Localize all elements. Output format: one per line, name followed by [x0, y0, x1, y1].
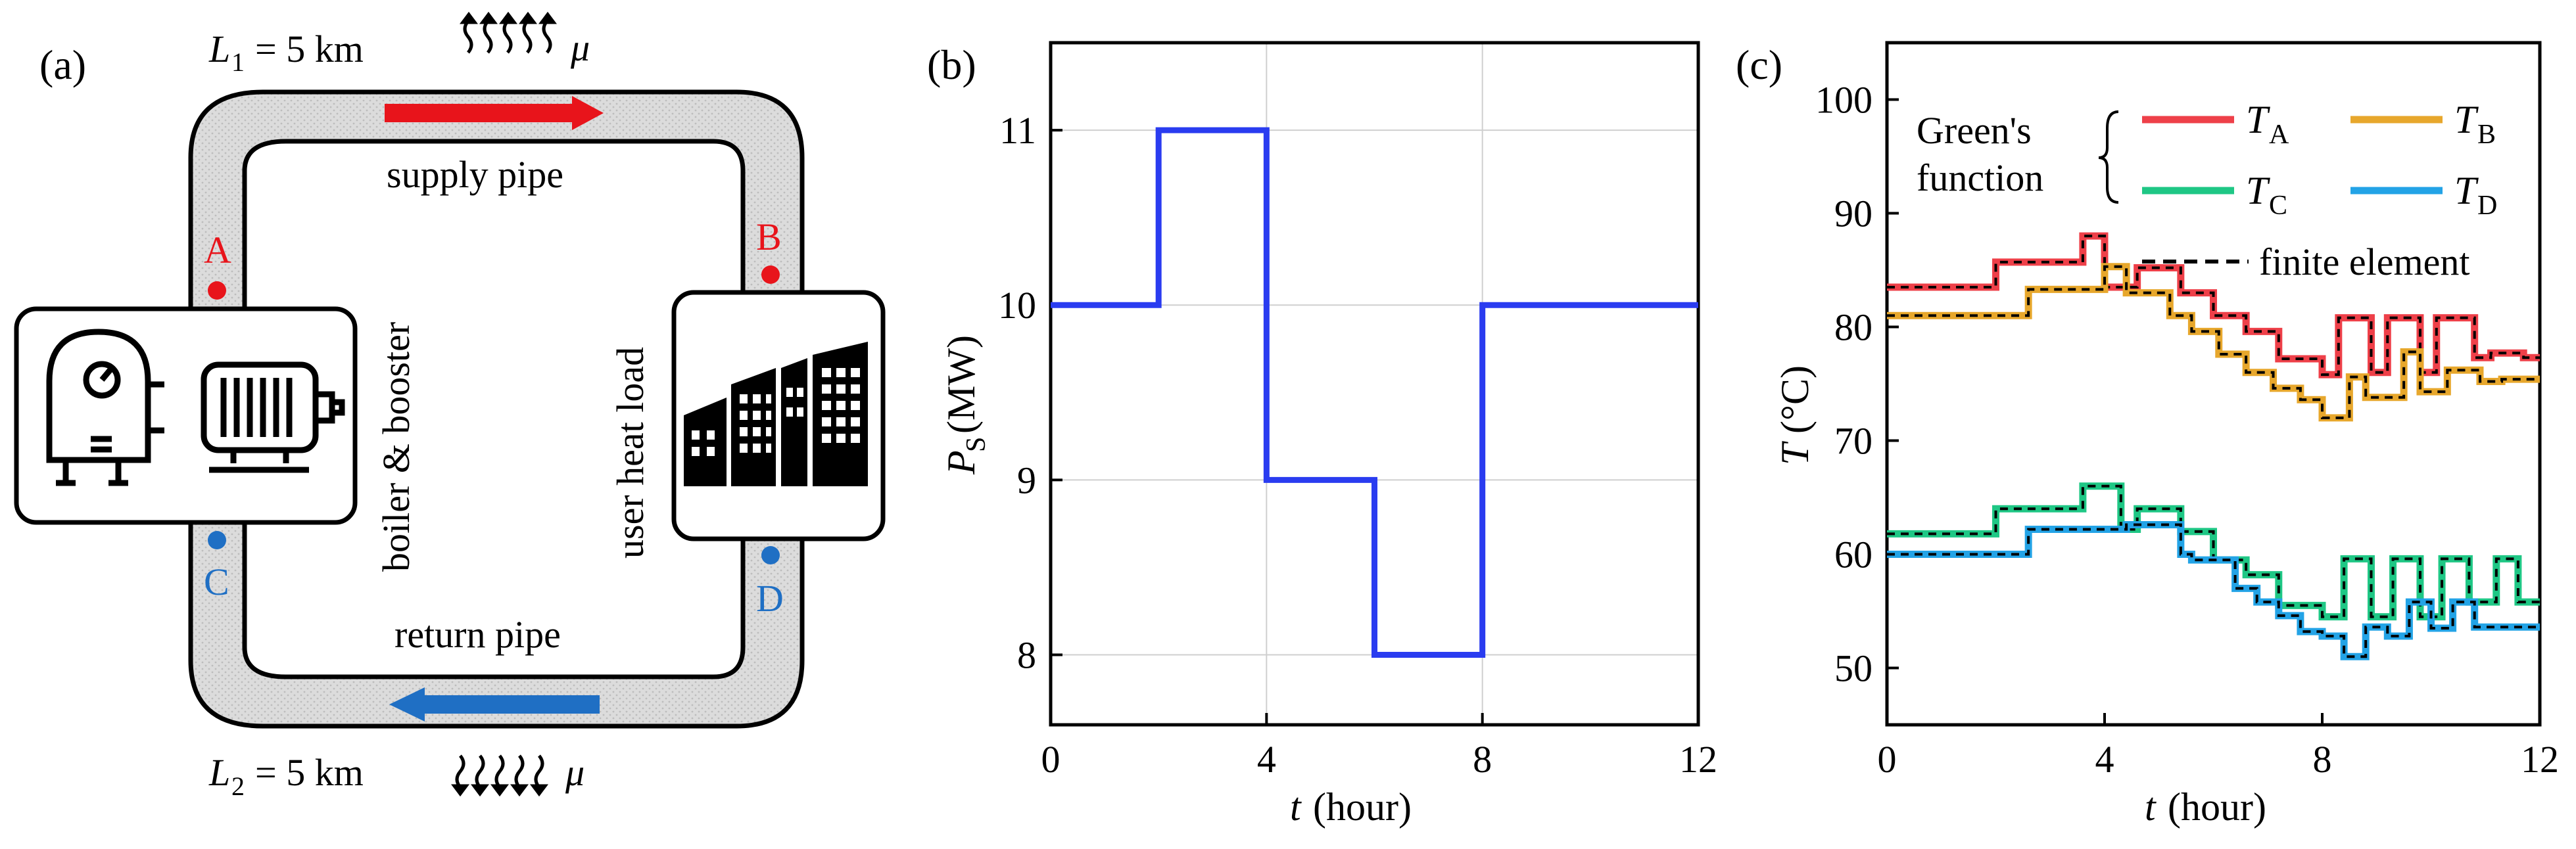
panel-c-xlabel-unit: (hour)	[2168, 785, 2266, 829]
panel-b-ticks: 0 4 8 12 8 9 10 11	[998, 109, 1717, 781]
panel-b-ylabel-main: P	[940, 450, 983, 475]
legend-group-line2: function	[1917, 156, 2043, 199]
panel-c-fe-T_B	[1887, 265, 2540, 419]
point-d-dot	[761, 546, 780, 564]
panel-b-frame	[1049, 41, 1700, 727]
panel-c-ytick-label: 60	[1834, 534, 1872, 576]
return-arrow	[389, 687, 600, 722]
panel-b-ytick-label: 8	[1017, 634, 1036, 677]
panel-a: (a) L 1 = 5 km μ	[14, 11, 886, 801]
panel-c-ytick-label: 80	[1834, 306, 1872, 349]
panel-c-xtick-label: 12	[2521, 738, 2559, 781]
panel-b-xtick-label: 4	[1257, 738, 1276, 781]
return-pipe-label: return pipe	[394, 613, 561, 656]
panel-c-ylabel-unit: (°C)	[1773, 365, 1817, 434]
panel-c-label: (c)	[1736, 41, 1782, 88]
boiler-booster-label: boiler & booster	[375, 322, 417, 572]
legend-group-line1: Green's	[1917, 109, 2032, 152]
panel-b-ytick-label: 10	[998, 284, 1036, 327]
legend-label-main: T	[2454, 169, 2479, 212]
buildings-icon	[684, 342, 868, 486]
boiler-booster-box	[14, 306, 358, 525]
boiler-icon	[46, 329, 164, 486]
panel-c-xtick-label: 4	[2095, 738, 2114, 781]
panel-b-xtick-label: 0	[1041, 738, 1061, 781]
panel-c-ticks: 0 4 8 12 50 60 70 80 90 100	[1815, 79, 2559, 781]
user-heat-load-label: user heat load	[609, 347, 652, 559]
panel-c-frame	[1885, 41, 2542, 727]
legend-label-sub: B	[2477, 120, 2496, 150]
l2-sub: 2	[231, 771, 245, 801]
supply-pipe-label: supply pipe	[387, 153, 563, 196]
user-load-box	[671, 290, 886, 541]
panel-b-label: (b)	[927, 41, 976, 88]
panel-c-ytick-label: 100	[1815, 79, 1872, 122]
panel-c-fe-T_C	[1887, 484, 2540, 618]
point-c-dot	[208, 531, 226, 549]
legend-label-main: T	[2454, 98, 2479, 141]
panel-b-xtick-label: 8	[1473, 738, 1492, 781]
panel-a-label: (a)	[39, 41, 86, 88]
panel-b-xlabel-main: t	[1290, 785, 1302, 829]
l2-value: = 5 km	[255, 751, 364, 794]
mu-top: μ	[570, 26, 590, 69]
point-c-label: C	[204, 561, 229, 603]
point-b-dot	[761, 265, 780, 284]
l1-sub: 1	[231, 47, 245, 77]
legend-label-main: T	[2246, 169, 2270, 212]
point-a-dot	[208, 281, 226, 300]
legend-label-sub: D	[2477, 191, 2497, 221]
heat-loss-icon-top	[460, 11, 557, 54]
l2-label: L	[208, 751, 230, 794]
l1-label: L	[208, 28, 230, 70]
panel-c-ylabel-main: T	[1773, 441, 1817, 465]
panel-c-ytick-label: 90	[1834, 193, 1872, 235]
panel-c-series	[1887, 232, 2540, 660]
panel-c-legend: Green's function T A T BT C T D finite element	[1917, 98, 2497, 283]
panel-b-ylabel-sub: S	[961, 437, 991, 452]
panel-c-xtick-label: 8	[2313, 738, 2332, 781]
panel-b-ytick-label: 11	[999, 109, 1036, 152]
panel-c: (c) 0 4 8 12 50 60 70 80 90 100 T (°C) t (hour) G…	[1736, 41, 2559, 829]
heat-loss-icon-bottom	[451, 754, 548, 797]
panel-c-xtick-label: 0	[1878, 738, 1897, 781]
pump-motor-icon	[201, 361, 345, 473]
panel-c-ytick-label: 70	[1834, 420, 1872, 463]
legend-label-main: T	[2246, 98, 2270, 141]
point-a-label: A	[204, 229, 231, 271]
legend-brace	[2098, 110, 2119, 204]
l1-value: = 5 km	[255, 28, 364, 70]
legend-label-sub: A	[2269, 120, 2289, 150]
panel-b-ytick-label: 9	[1017, 459, 1036, 501]
point-b-label: B	[756, 216, 782, 258]
panel-b: (b) 0 4 8 12 8 9 10 11 P S (MW) t (hour)	[927, 41, 1717, 829]
panel-b-ylabel-unit: (MW)	[940, 335, 983, 434]
panel-c-ytick-label: 50	[1834, 647, 1872, 690]
panel-b-series-line	[1051, 127, 1698, 658]
point-d-label: D	[756, 577, 784, 620]
pipe-loop	[188, 89, 805, 729]
legend-items: T A T BT C T D	[2142, 98, 2497, 221]
panel-c-xlabel-main: t	[2145, 785, 2157, 829]
panel-b-xlabel-unit: (hour)	[1313, 785, 1412, 829]
legend-dashed-label: finite element	[2259, 241, 2469, 283]
panel-b-xtick-label: 12	[1679, 738, 1717, 781]
supply-arrow	[385, 96, 604, 130]
legend-label-sub: C	[2269, 191, 2287, 221]
mu-bottom: μ	[565, 751, 584, 794]
panel-c-fe-T_D	[1887, 523, 2540, 658]
panel-b-series	[1051, 127, 1698, 658]
